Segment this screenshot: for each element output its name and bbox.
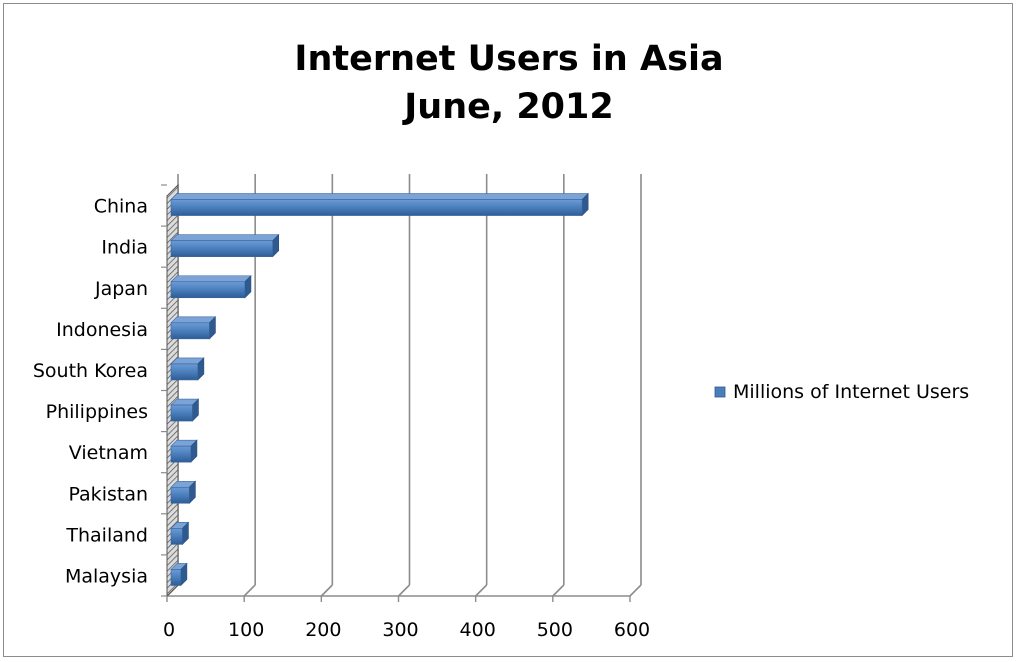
y-tick-label: Indonesia [56,319,148,341]
bar-front-face [170,199,583,216]
legend-label: Millions of Internet Users [733,381,969,403]
bar-front-face [170,528,183,545]
plot-area: 0 100 200 300 400 500 600 China India Japan Indone… [33,174,650,641]
y-tick-label: India [101,237,148,259]
bar [170,480,197,504]
bar-front-face [170,240,274,257]
bar-top-face [170,275,252,283]
bar-top-face [170,234,280,241]
x-tick-label: 0 [163,619,175,641]
floor-connector [552,584,565,597]
floor-connector [475,584,488,597]
bar [170,192,589,217]
y-tick-label: Pakistan [68,483,148,505]
chart-title-line-1: Internet Users in Asia [294,39,723,79]
bar-front-face [170,322,210,340]
bar-front-face [170,569,182,586]
y-tick-label: Thailand [65,524,148,546]
x-tick-label: 500 [537,619,573,641]
x-tick-label: 400 [460,619,496,641]
floor-connector [397,584,411,597]
bar-top-face [170,316,217,324]
bar [170,439,198,463]
bar-chart: Internet Users in Asia June, 2012 0 100 20… [33,39,969,641]
bar [170,521,190,546]
legend: Millions of Internet Users [714,381,969,403]
bar [170,398,200,422]
y-tick-label: South Korea [33,360,148,382]
x-tick-label: 300 [382,619,418,641]
bar-front-face [170,363,199,381]
y-tick-label: Philippines [46,401,148,423]
bar-front-face [170,445,192,463]
bar [170,316,217,340]
chart-frame: Internet Users in Asia June, 2012 0 100 20… [3,3,1013,657]
chart-title-line-2: June, 2012 [402,87,614,127]
legend-swatch [714,386,726,398]
bar-front-face [170,404,193,422]
bar-front-face [170,486,190,504]
y-tick-label: Malaysia [65,565,148,587]
y-tick-label: Vietnam [69,442,148,464]
y-tick-label: China [94,196,148,218]
floor-connector [629,584,642,597]
x-tick-label: 100 [228,619,264,641]
bar [170,233,280,258]
bar-top-face [170,193,589,200]
floor-connector [320,584,333,597]
bar [170,357,205,381]
bar [170,562,188,587]
floor-connector [243,584,256,597]
bar [170,275,252,299]
x-tick-label: 200 [305,619,341,641]
y-tick-label: Japan [94,278,148,300]
x-tick-label: 600 [614,619,650,641]
bar-front-face [170,281,246,299]
